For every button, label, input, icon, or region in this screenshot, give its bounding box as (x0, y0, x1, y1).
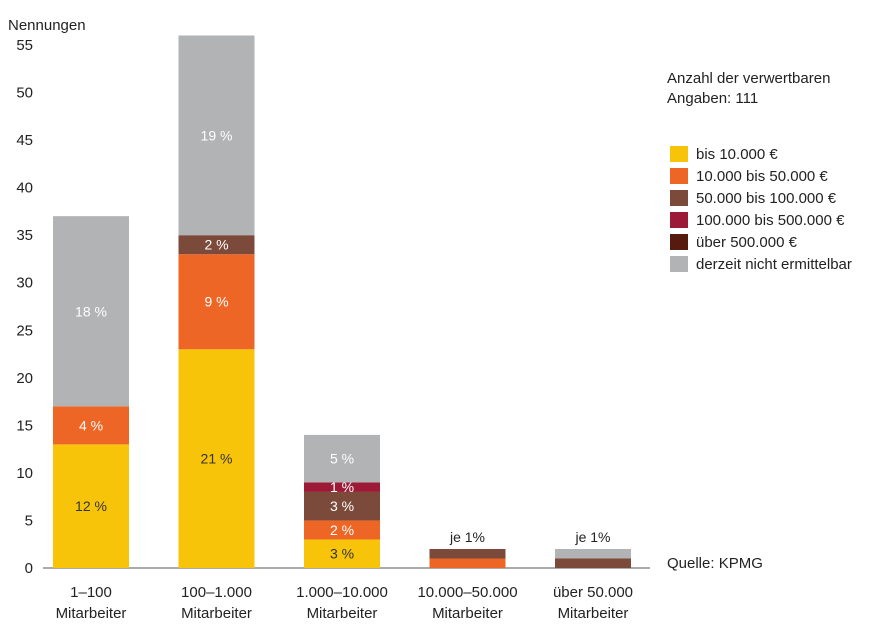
y-tick-label: 20 (16, 370, 33, 387)
bar-segment (304, 491, 380, 521)
legend: bis 10.000 € 10.000 bis 50.000 € 50.000 bi… (670, 143, 852, 275)
legend-item: bis 10.000 € (670, 143, 852, 165)
bar-segment (53, 216, 129, 407)
legend-item: 50.000 bis 100.000 € (670, 187, 852, 209)
segment-label: 9 % (204, 294, 228, 310)
legend-label: derzeit nicht ermittelbar (696, 255, 852, 273)
y-axis-ticks: 0 5 10 15 20 25 30 35 40 45 50 55 (16, 37, 33, 577)
bar-segment (178, 254, 255, 350)
legend-swatch (670, 146, 688, 162)
legend-item: über 500.000 € (670, 231, 852, 253)
bar-segment (304, 539, 380, 568)
segment-label: 12 % (75, 498, 107, 514)
legend-swatch (670, 168, 688, 184)
y-tick-label: 10 (16, 465, 33, 482)
segment-label: 19 % (201, 127, 233, 143)
legend-swatch (670, 212, 688, 228)
x-tick-label: über 50.000 (553, 584, 633, 601)
segment-label: 1 % (330, 479, 354, 495)
legend-item: derzeit nicht ermittelbar (670, 253, 852, 275)
x-tick-label: Mitarbeiter (307, 605, 378, 622)
info-line-2: Angaben: 111 (667, 90, 759, 107)
bar-segment (555, 558, 631, 568)
info-box: Anzahl der verwertbaren Angaben: 111 (667, 69, 830, 109)
x-tick-label: 1.000–10.000 (296, 584, 388, 601)
y-axis-label: Nennungen (8, 17, 86, 34)
legend-swatch (670, 190, 688, 206)
y-tick-label: 50 (16, 85, 33, 102)
source-note: Quelle: KPMG (667, 555, 763, 572)
legend-label: 100.000 bis 500.000 € (696, 211, 845, 229)
bar-segment (178, 235, 255, 255)
segment-label: 3 % (330, 498, 354, 514)
bars: 12 % 4 % 18 % 21 % 9 % 2 % 19 % 3 % 2 % 3 % 1 % 5 %… (53, 35, 631, 568)
x-tick-label: Mitarbeiter (181, 605, 252, 622)
segment-label: 4 % (79, 417, 103, 433)
segment-label: 21 % (201, 451, 233, 467)
x-tick-label: 100–1.000 (181, 584, 252, 601)
legend-item: 10.000 bis 50.000 € (670, 165, 852, 187)
bar-segment (53, 406, 129, 445)
legend-label: bis 10.000 € (696, 145, 778, 163)
y-tick-label: 55 (16, 37, 33, 54)
bar-segment (304, 520, 380, 540)
y-tick-label: 25 (16, 322, 33, 339)
bar-segment (178, 349, 255, 568)
bar-segment (304, 434, 380, 483)
legend-label: 10.000 bis 50.000 € (696, 167, 828, 185)
bar-segment (178, 35, 255, 236)
legend-item: 100.000 bis 500.000 € (670, 209, 852, 231)
y-tick-label: 35 (16, 227, 33, 244)
legend-label: über 500.000 € (696, 233, 797, 251)
bar-segment (304, 482, 380, 492)
legend-label: 50.000 bis 100.000 € (696, 189, 837, 207)
segment-label: 2 % (330, 522, 354, 538)
legend-swatch (670, 234, 688, 250)
bar-segment (429, 558, 506, 568)
bar-segment (429, 548, 506, 559)
top-label: je 1% (449, 529, 485, 545)
y-tick-label: 5 (25, 512, 33, 529)
y-tick-label: 30 (16, 275, 33, 292)
segment-label: 18 % (75, 303, 107, 319)
segment-label: 2 % (204, 237, 228, 253)
y-tick-label: 40 (16, 180, 33, 197)
x-tick-label: 10.000–50.000 (417, 584, 517, 601)
y-tick-label: 15 (16, 417, 33, 434)
x-axis-labels: 1–100 Mitarbeiter 100–1.000 Mitarbeiter 1.00… (56, 584, 633, 622)
info-line-1: Anzahl der verwertbaren (667, 70, 831, 87)
x-tick-label: Mitarbeiter (432, 605, 503, 622)
top-label: je 1% (574, 529, 610, 545)
legend-swatch (670, 256, 688, 272)
y-tick-label: 45 (16, 132, 33, 149)
bar-segment (555, 548, 631, 559)
y-tick-label: 0 (25, 560, 33, 577)
x-tick-label: Mitarbeiter (558, 605, 629, 622)
segment-label: 5 % (330, 451, 354, 467)
bar-segment (53, 444, 129, 568)
x-tick-label: Mitarbeiter (56, 605, 127, 622)
segment-label: 3 % (330, 546, 354, 562)
x-tick-label: 1–100 (70, 584, 112, 601)
